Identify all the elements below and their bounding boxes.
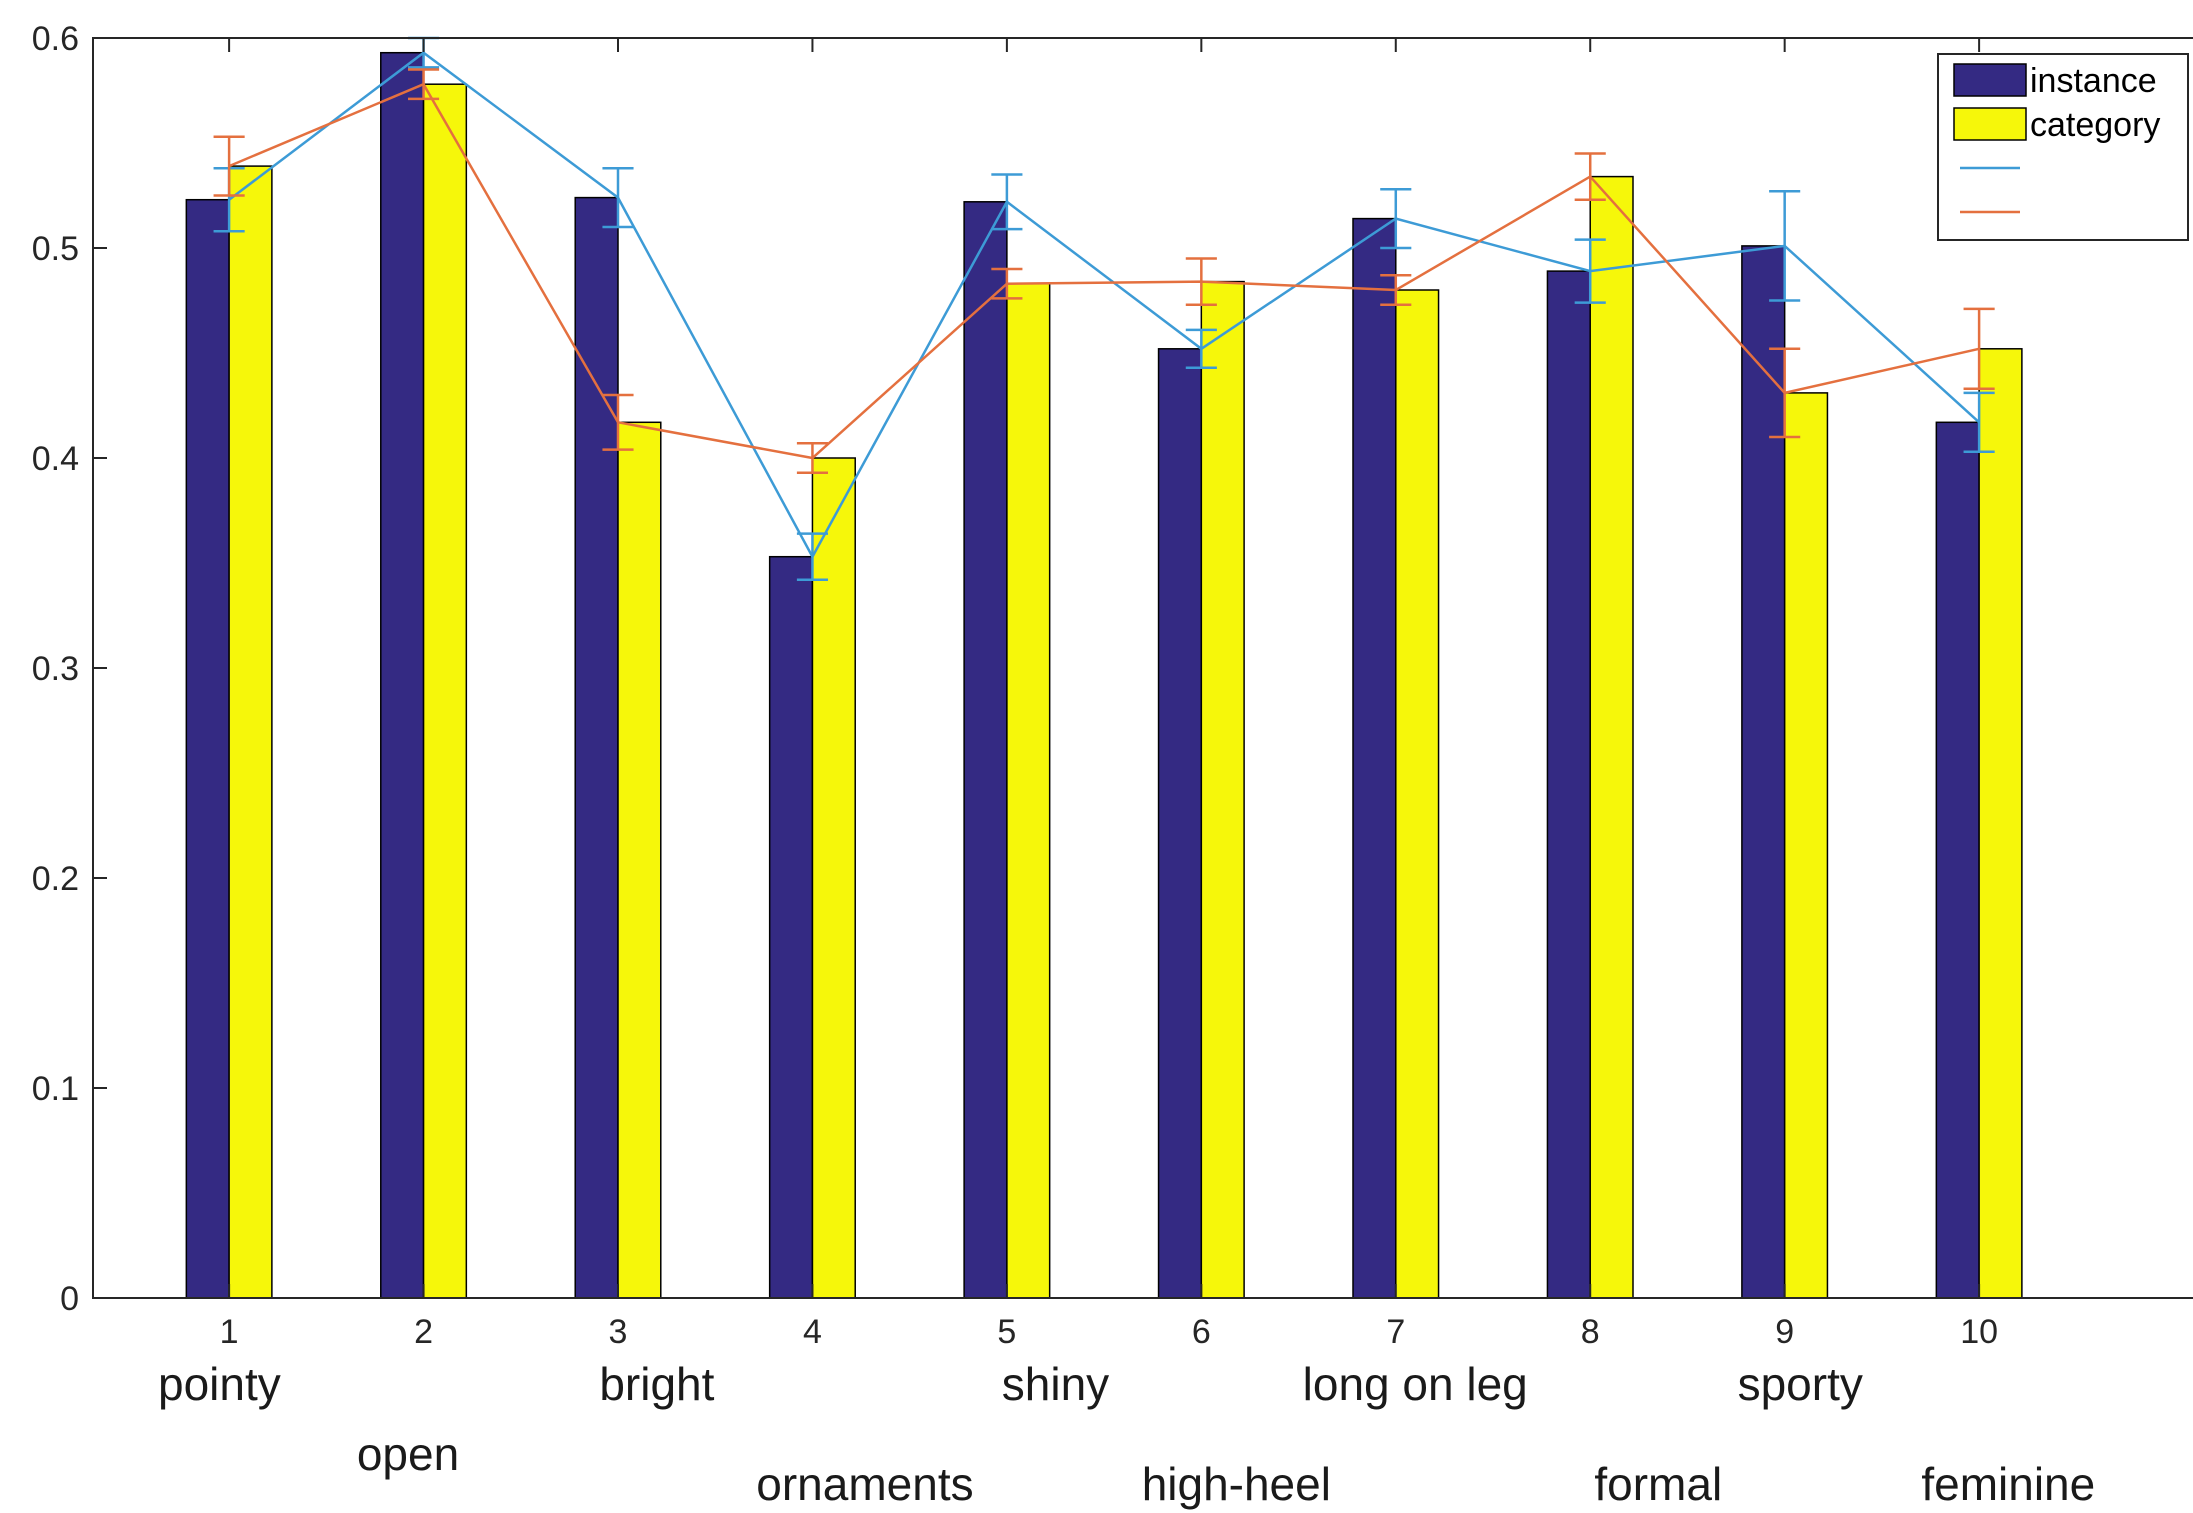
attribute-label: sporty	[1738, 1358, 1863, 1410]
bar-instance-1	[185, 198, 230, 1299]
series-line-2	[228, 82, 1980, 460]
error-bar-line1-6	[1185, 328, 1217, 369]
bar-category-1	[228, 165, 273, 1299]
x-tick-label: 8	[1581, 1313, 1600, 1351]
x-tick-label: 7	[1386, 1313, 1405, 1351]
series-line-1	[228, 51, 1980, 560]
y-tick-label: 0.2	[32, 860, 79, 898]
legend-label-1: instance	[2030, 62, 2157, 100]
error-bar-line2-3	[602, 393, 634, 451]
bars-layer	[185, 51, 2023, 1299]
legend: instance category	[1937, 53, 2189, 241]
x-tick-label: 2	[414, 1313, 433, 1351]
x-tick-label: 4	[803, 1313, 822, 1351]
y-tick-label: 0.5	[32, 230, 79, 268]
error-bar-line2-6	[1185, 257, 1217, 306]
bar-category-10	[1978, 348, 2023, 1299]
error-bar-line1-5	[991, 173, 1023, 231]
y-tick-label: 0.1	[32, 1070, 79, 1108]
x-tick-label: 5	[997, 1313, 1016, 1351]
bar-instance-6	[1157, 348, 1203, 1299]
x-tick-label: 10	[1960, 1313, 1998, 1351]
bar-instance-10	[1935, 421, 1980, 1299]
error-bar-line2-7	[1380, 274, 1412, 306]
error-bar-line1-4	[796, 532, 828, 582]
attribute-labels: pointy open bright ornaments shiny high-heel l…	[158, 1358, 2095, 1510]
y-tick-label: 0	[60, 1280, 79, 1318]
error-bar-line2-10	[1963, 307, 1995, 390]
x-tick-label: 1	[220, 1313, 239, 1351]
legend-swatch-2	[1953, 107, 2027, 141]
error-bar-line2-2	[408, 68, 440, 101]
bar-category-5	[1006, 282, 1051, 1299]
bar-instance-7	[1352, 217, 1397, 1299]
ticks-layer: 1 2 3 4 5 6 7 8 9 10 0 0.1 0.2 0.3 0.4 0.5 0.6	[32, 20, 1998, 1351]
attribute-label: shiny	[1002, 1358, 1109, 1410]
error-bar-line1-3	[602, 166, 634, 229]
bar-category-9	[1783, 392, 1829, 1299]
attribute-label: open	[357, 1428, 459, 1480]
error-bar-line1-10	[1963, 391, 1995, 453]
bar-instance-9	[1741, 245, 1786, 1299]
bar-instance-3	[574, 196, 619, 1299]
error-bar-line1-7	[1380, 187, 1412, 250]
bar-category-4	[811, 457, 856, 1299]
error-bar-line1-9	[1769, 190, 1801, 302]
error-bar-line2-4	[796, 442, 828, 474]
attribute-label: long on leg	[1303, 1358, 1528, 1410]
y-tick-label: 0.6	[32, 20, 79, 58]
x-tick-label: 3	[609, 1313, 628, 1351]
attribute-label: bright	[599, 1358, 714, 1410]
attribute-label: formal	[1594, 1458, 1722, 1510]
error-bar-line2-1	[213, 135, 245, 197]
bar-instance-4	[768, 555, 814, 1299]
legend-label-2: category	[2030, 106, 2160, 144]
attribute-label: feminine	[1921, 1458, 2095, 1510]
error-bar-line2-8	[1574, 152, 1606, 201]
attribute-label: pointy	[158, 1358, 281, 1410]
attribute-label: ornaments	[756, 1458, 973, 1510]
bar-category-8	[1589, 175, 1634, 1299]
attribute-label: high-heel	[1142, 1458, 1331, 1510]
bar-instance-8	[1546, 270, 1591, 1299]
error-bar-line2-5	[991, 267, 1023, 300]
y-tick-label: 0.3	[32, 650, 79, 688]
bar-instance-5	[963, 201, 1008, 1299]
error-bar-line1-8	[1574, 238, 1606, 304]
lines-layer	[213, 36, 1995, 582]
x-tick-label: 6	[1192, 1313, 1211, 1351]
bar-instance-2	[380, 51, 425, 1299]
bar-category-3	[617, 421, 662, 1299]
bar-category-6	[1200, 280, 1245, 1299]
x-tick-label: 9	[1775, 1313, 1794, 1351]
legend-swatch-1	[1953, 63, 2027, 97]
bar-category-2	[422, 83, 468, 1299]
bar-category-7	[1395, 289, 1440, 1299]
y-tick-label: 0.4	[32, 440, 79, 478]
error-bar-line2-9	[1769, 347, 1801, 439]
